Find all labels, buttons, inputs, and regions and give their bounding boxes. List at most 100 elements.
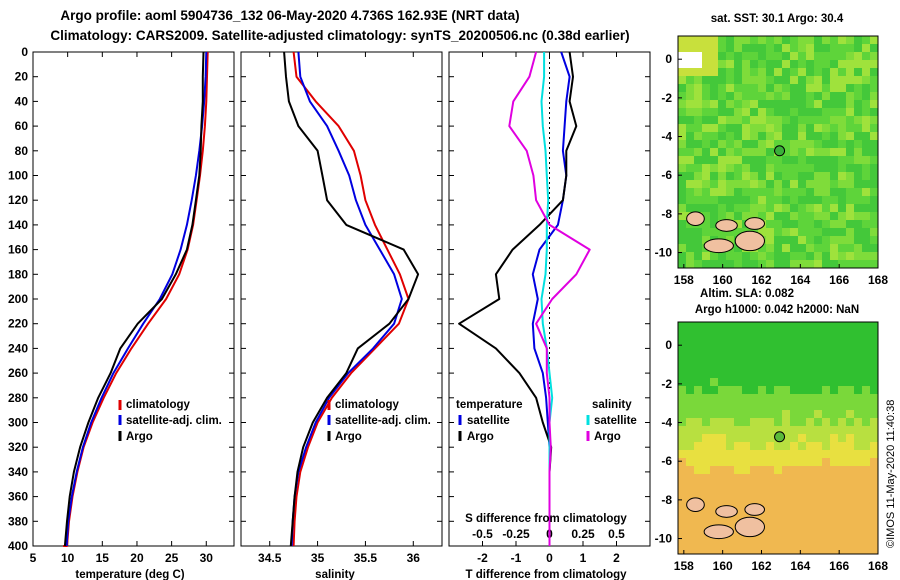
map-cell [790,116,798,124]
map-cell [814,164,822,172]
map-cell [774,362,782,370]
map-cell [758,92,766,100]
map-cell [806,514,814,522]
s-tick-label: 0.5 [608,527,625,541]
map-cell [814,252,822,260]
map-cell [870,244,878,252]
map-cell [806,482,814,490]
map-cell [710,458,718,466]
map-cell [766,156,774,164]
depth-tick-label: 280 [8,391,28,405]
map-cell [702,140,710,148]
map-cell [782,506,790,514]
map-cell [790,330,798,338]
map-cell [798,442,806,450]
map-cell [830,60,838,68]
map-cell [710,338,718,346]
map-cell [678,188,686,196]
map-cell [790,180,798,188]
map-cell [846,362,854,370]
map-cell [782,338,790,346]
map-cell [814,546,822,554]
map-cell [814,124,822,132]
map-cell [814,236,822,244]
map-cell [822,84,830,92]
map-cell [774,92,782,100]
map-cell [806,92,814,100]
map-cell [862,36,870,44]
map-cell [830,188,838,196]
map-cell [798,204,806,212]
map-cell [838,482,846,490]
map-cell [846,44,854,52]
map-cell [830,68,838,76]
map-cell [814,522,822,530]
map-cell [862,140,870,148]
map-cell [774,490,782,498]
map-cell [838,450,846,458]
map-cell [702,252,710,260]
map-cell [838,228,846,236]
map-cell [750,108,758,116]
map-cell [702,36,710,44]
map-cell [830,410,838,418]
map-cell [774,100,782,108]
map-cell [774,220,782,228]
map-cell [766,164,774,172]
map-cell [694,338,702,346]
map-cell [790,84,798,92]
map-cell [838,148,846,156]
map-cell [702,124,710,132]
map-cell [734,132,742,140]
map-cell [870,132,878,140]
map-cell [854,322,862,330]
x-tick-label: 35 [311,551,325,565]
map-cell [830,474,838,482]
map-cell [678,156,686,164]
map-cell [750,538,758,546]
map-cell [686,354,694,362]
map-cell [734,180,742,188]
map-cell [854,140,862,148]
map-cell [870,490,878,498]
map-y-tick-label: -6 [661,454,672,468]
map-cell [846,466,854,474]
map-cell [686,394,694,402]
map-cell [790,426,798,434]
map-cell [750,346,758,354]
map-cell [862,522,870,530]
map-cell [774,338,782,346]
map-cell [766,362,774,370]
map-cell [830,76,838,84]
map-cell [854,370,862,378]
map-cell [774,354,782,362]
map-cell [774,140,782,148]
series-line-climatology [292,51,410,547]
map-cell [838,100,846,108]
map-cell [718,434,726,442]
map-cell [742,188,750,196]
map-cell [846,212,854,220]
map-y-tick-label: 0 [665,52,672,66]
map-cell [830,140,838,148]
map-cell [846,188,854,196]
map-cell [726,52,734,60]
map-cell [750,36,758,44]
map-cell [798,44,806,52]
map-cell [830,490,838,498]
map-cell [838,522,846,530]
map-cell [734,362,742,370]
map-cell [734,442,742,450]
map-cell [694,244,702,252]
map-cell [830,354,838,362]
map-cell [830,370,838,378]
x-tick-label: 2 [613,551,620,565]
argo-position-marker [774,145,786,157]
map-cell [702,180,710,188]
map-cell [838,196,846,204]
map-cell [702,458,710,466]
map-cell [846,450,854,458]
map-cell [862,402,870,410]
map-cell [678,362,686,370]
map-cell [734,458,742,466]
